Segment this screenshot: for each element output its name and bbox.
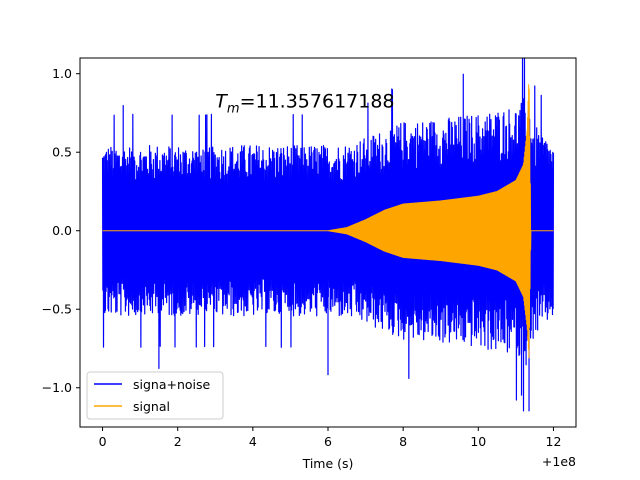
x-tick-label: 8 [399,434,407,449]
annotation-value: =11.357617188 [240,90,395,112]
x-tick-label: 0 [99,434,107,449]
y-tick-label: 1.0 [52,66,72,81]
x-tick-label: 12 [546,434,562,449]
y-axis: 1.0 0.5 0.0 −0.5 −1.0 [42,66,80,395]
legend-label-signal-noise: signa+noise [133,377,211,392]
annotation-text: Tm=11.357617188 [215,90,394,116]
y-tick-label: 0.0 [52,223,72,238]
x-tick-label: 6 [324,434,332,449]
series-line-signal [102,84,554,359]
annotation: Tm=11.357617188 [215,90,394,116]
annotation-subscript: m [227,101,240,116]
x-axis: 0 2 4 6 8 10 12 [99,427,562,449]
legend-label-signal: signal [133,399,170,414]
x-tick-label: 4 [249,434,257,449]
x-axis-label: Time (s) [302,456,354,471]
x-tick-label: 10 [470,434,486,449]
plot-area [101,58,555,412]
annotation-symbol: T [215,90,228,112]
y-tick-label: −0.5 [42,302,72,317]
y-tick-label: 0.5 [52,145,72,160]
x-axis-offset-label: +1e8 [542,454,576,469]
legend: signa+noise signal [86,371,224,420]
x-tick-label: 2 [174,434,182,449]
y-tick-label: −1.0 [42,380,72,395]
